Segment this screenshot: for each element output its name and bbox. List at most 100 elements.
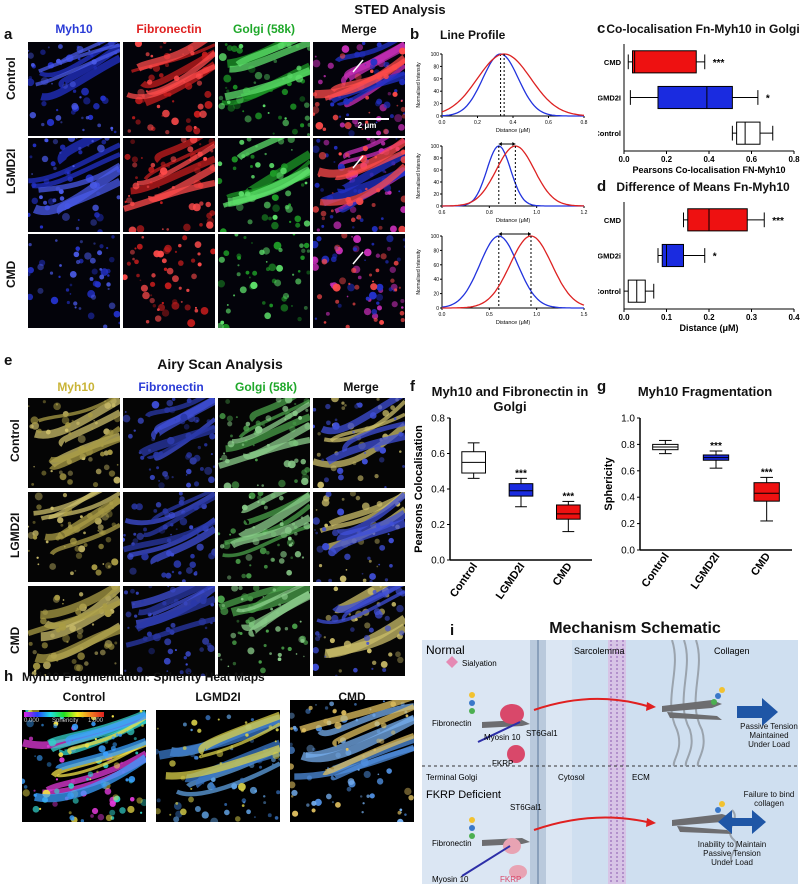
airy-image-lgmd2i-0: [28, 492, 120, 582]
colorbar-legend_label: Sphericity: [52, 718, 79, 724]
category-label: LGMD2I: [689, 551, 723, 592]
y-tick-label: 0.2: [621, 519, 635, 530]
x-tick-label: 0.0: [618, 155, 630, 164]
category-label: CMD: [604, 216, 622, 225]
airy-image-control-1: [123, 398, 215, 488]
significance-1: *: [713, 252, 717, 263]
schematic-title: Mechanism Schematic: [549, 620, 721, 637]
chart-f: 0.0 0.2 0.4 0.6 0.8 Pearsons Colocalisation Co…: [413, 414, 592, 602]
chart-g: 0.0 0.2 0.4 0.6 0.8 1.0 Sphericity Control *** LG…: [603, 414, 792, 592]
x-tick-label: 0.0: [439, 312, 446, 318]
airy-image-lgmd2i-1: [123, 492, 215, 582]
col-label-2: Golgi (58k): [232, 22, 295, 36]
sphericity-colorbar: [24, 712, 104, 717]
y-tick-label: 0.0: [431, 556, 445, 567]
label-fibronectin-2: Fibronectin: [432, 839, 472, 848]
label-inability: Inability to Maintain Passive Tension Un…: [697, 840, 767, 867]
box-0: [687, 208, 748, 232]
sted-image-cmd-2: [218, 234, 310, 328]
sted-image-lgmd2i-3: [313, 138, 405, 232]
x-tick-label: 1.0: [533, 312, 540, 318]
x-tick-label: 0.1: [661, 313, 673, 322]
airy-image-cmd-1: [123, 586, 215, 676]
series-line-0: [442, 145, 584, 207]
row-label-lgmd2i: LGMD2I: [8, 512, 22, 558]
label-fibronectin: Fibronectin: [432, 719, 472, 728]
x-tick-label: 0.5: [486, 312, 493, 318]
label-myosin-2: Myosin 10: [432, 875, 469, 884]
significance-2: ***: [761, 467, 773, 478]
label-collagen: Collagen: [714, 646, 750, 656]
col-label-2: Golgi (58k): [234, 380, 297, 394]
line-profile-title: Line Profile: [440, 28, 506, 42]
box-1: [657, 85, 733, 110]
y-axis-label: Sphericity: [603, 457, 615, 511]
sted-image-cmd-3: [313, 234, 405, 328]
y-tick-label: 80: [433, 156, 439, 162]
airy-image-control-2: [218, 398, 310, 488]
col-label-1: Fibronectin: [136, 22, 202, 36]
airy-image-cmd-0: [28, 586, 120, 676]
x-tick-label: 0.4: [788, 313, 800, 322]
y-tick-label: 1.0: [621, 414, 635, 425]
x-tick-label: 0.8: [486, 210, 493, 216]
x-tick-label: 0.0: [439, 120, 446, 126]
label-passive: Passive Tension Maintained Under Load: [740, 722, 798, 749]
col-label-1: Fibronectin: [138, 380, 204, 394]
row-label-control: Control: [8, 419, 22, 462]
box-2: [736, 121, 761, 145]
y-tick-label: 0: [436, 306, 439, 312]
series-line-0: [441, 53, 584, 117]
y-axis-label: Normalised Intensity: [416, 62, 422, 108]
y-tick-label: 20: [433, 192, 439, 198]
series-line-1: [442, 145, 584, 207]
panel-letter-g: g: [597, 378, 607, 395]
significance-1: *: [766, 94, 770, 105]
box-2: [556, 504, 581, 520]
category-label: LGMD2i: [598, 252, 621, 261]
airy-image-lgmd2i-2: [218, 492, 310, 582]
colorbar-legend_max: 1.000: [88, 718, 104, 724]
panel-letter-e: e: [4, 352, 13, 369]
chart-f-title: Myh10 and Fibronectin in Golgi: [431, 384, 589, 414]
panel-letter-d: d: [597, 178, 607, 195]
category-label: Control: [640, 551, 672, 590]
label-terminal-golgi: Terminal Golgi: [426, 773, 477, 782]
series-line-1: [441, 53, 585, 116]
box-1: [508, 483, 534, 497]
row-label-lgmd2i: LGMD2I: [4, 148, 18, 194]
x-tick-label: 0.6: [545, 120, 552, 126]
y-tick-label: 40: [433, 277, 439, 283]
box-1: [661, 243, 684, 268]
y-tick-label: 0.6: [621, 466, 635, 477]
panel-letter-b: b: [410, 26, 420, 43]
significance-2: ***: [562, 491, 574, 502]
x-tick-label: 0.6: [439, 210, 446, 216]
series-line-0: [441, 235, 584, 309]
label-fkrp-deficient: FKRP Deficient: [426, 789, 501, 801]
category-label: Control: [448, 561, 480, 600]
label-cytosol: Cytosol: [558, 773, 585, 782]
x-axis-label: Pearsons Co-localisation FN-Myh10: [632, 165, 785, 175]
line-profile-lgmd2i: 0.6 0.8 1.0 1.2 0 20 40 60 80 100 Distance (μM) Nor…: [416, 142, 588, 224]
sted-title: STED Analysis: [354, 2, 446, 17]
category-label: CMD: [749, 551, 773, 578]
chart-c-title: Co-localisation Fn-Myh10 in Golgi: [606, 22, 800, 36]
sted-image-lgmd2i-1: [123, 138, 215, 232]
y-tick-label: 100: [431, 234, 440, 240]
sted-image-control-0: [28, 42, 120, 136]
col-label-0: Myh10: [57, 380, 95, 394]
row-label-control: Control: [4, 57, 18, 100]
chart-d-title: Difference of Means Fn-Myh10: [616, 180, 790, 194]
label-failure: Failure to bind collagen: [743, 790, 795, 808]
heat-map-control: 0.000 Sphericity 1.000: [22, 710, 146, 822]
y-tick-label: 20: [433, 102, 439, 108]
category-label: Control: [598, 287, 621, 296]
y-tick-label: 20: [433, 292, 439, 298]
x-tick-label: 0.6: [746, 155, 758, 164]
label-fkrp: FKRP: [492, 759, 513, 768]
y-tick-label: 0.6: [431, 449, 445, 460]
x-axis-label: Distance (μM): [496, 320, 531, 326]
y-tick-label: 60: [433, 263, 439, 269]
